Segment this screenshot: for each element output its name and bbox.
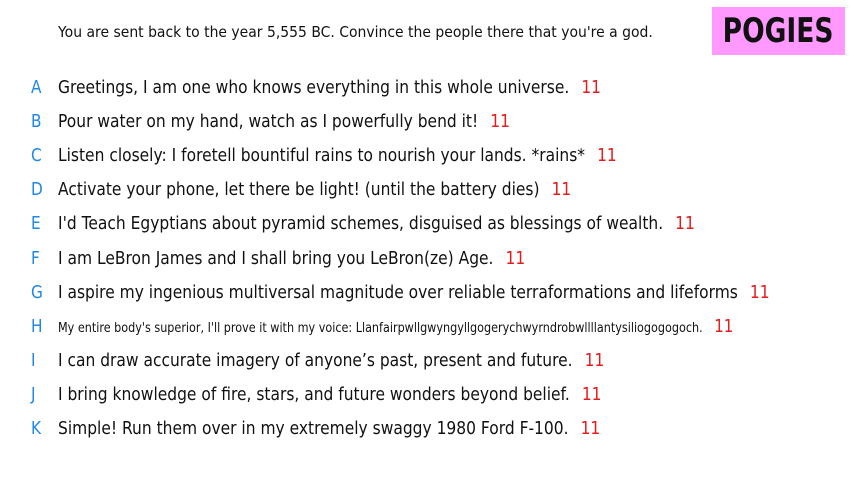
answer-score: 11 [581, 76, 602, 98]
answer-text: Greetings, I am one who knows everything… [58, 76, 570, 98]
answer-score: 11 [580, 418, 601, 440]
answer-row-f: F I am LeBron James and I shall bring yo… [0, 241, 853, 275]
answer-letter: D [31, 179, 43, 201]
answer-line: I am LeBron James and I shall bring you … [58, 248, 525, 269]
answer-letter: B [31, 110, 42, 132]
answer-row-g: G I aspire my ingenious multiversal magn… [0, 275, 853, 309]
answer-letter: C [31, 144, 42, 166]
answer-text: Listen closely: I foretell bountiful rai… [58, 144, 586, 166]
answer-text: My entire body's superior, I'll prove it… [58, 319, 703, 336]
answer-row-e: E I'd Teach Egyptians about pyramid sche… [0, 207, 853, 241]
answer-letter: I [31, 350, 36, 372]
answer-text: I aspire my ingenious multiversal magnit… [58, 281, 738, 303]
pogies-logo-text: POGIES [723, 11, 834, 51]
answer-line: Simple! Run them over in my extremely sw… [58, 418, 600, 439]
answer-line: I'd Teach Egyptians about pyramid scheme… [58, 213, 695, 234]
prompt-text: You are sent back to the year 5,555 BC. … [58, 23, 653, 41]
answer-text: I'd Teach Egyptians about pyramid scheme… [58, 213, 664, 235]
answer-text: Activate your phone, let there be light!… [58, 179, 540, 201]
answer-letter: K [31, 418, 42, 440]
answer-list: A Greetings, I am one who knows everythi… [0, 70, 853, 446]
answer-letter: H [31, 315, 43, 337]
answer-letter: J [31, 384, 36, 406]
answer-letter: A [31, 76, 42, 98]
answer-row-a: A Greetings, I am one who knows everythi… [0, 70, 853, 104]
answer-score: 11 [597, 144, 617, 166]
answer-line: My entire body's superior, I'll prove it… [58, 316, 733, 337]
answer-line: I aspire my ingenious multiversal magnit… [58, 282, 770, 303]
answer-text: Simple! Run them over in my extremely sw… [58, 418, 569, 440]
answer-text: I bring knowledge of fire, stars, and fu… [58, 384, 570, 406]
answer-text: I can draw accurate imagery of anyone’s … [58, 350, 573, 372]
answer-line: Pour water on my hand, watch as I powerf… [58, 111, 510, 132]
answer-row-i: I I can draw accurate imagery of anyone’… [0, 344, 853, 378]
answer-letter: E [31, 213, 41, 235]
answer-letter: F [31, 247, 40, 269]
answer-letter: G [31, 281, 43, 303]
answer-score: 11 [749, 281, 770, 303]
answer-row-j: J I bring knowledge of fire, stars, and … [0, 378, 853, 412]
answer-row-b: B Pour water on my hand, watch as I powe… [0, 104, 853, 138]
answer-score: 11 [581, 384, 602, 406]
answer-line: I bring knowledge of fire, stars, and fu… [58, 384, 602, 405]
answer-score: 11 [714, 315, 734, 337]
answer-row-k: K Simple! Run them over in my extremely … [0, 412, 853, 446]
answer-text: I am LeBron James and I shall bring you … [58, 247, 494, 269]
answer-score: 11 [505, 247, 526, 269]
answer-line: I can draw accurate imagery of anyone’s … [58, 350, 604, 371]
answer-row-d: D Activate your phone, let there be ligh… [0, 173, 853, 207]
answer-line: Activate your phone, let there be light!… [58, 179, 571, 200]
answer-score: 11 [584, 350, 605, 372]
answer-row-c: C Listen closely: I foretell bountiful r… [0, 138, 853, 172]
answer-score: 11 [675, 213, 695, 235]
answer-line: Listen closely: I foretell bountiful rai… [58, 145, 617, 166]
answer-text: Pour water on my hand, watch as I powerf… [58, 110, 479, 132]
answer-row-h: H My entire body's superior, I'll prove … [0, 309, 853, 343]
answer-score: 11 [551, 179, 572, 201]
answer-score: 11 [490, 110, 510, 132]
pogies-logo: POGIES [712, 7, 845, 55]
answer-line: Greetings, I am one who knows everything… [58, 77, 601, 98]
